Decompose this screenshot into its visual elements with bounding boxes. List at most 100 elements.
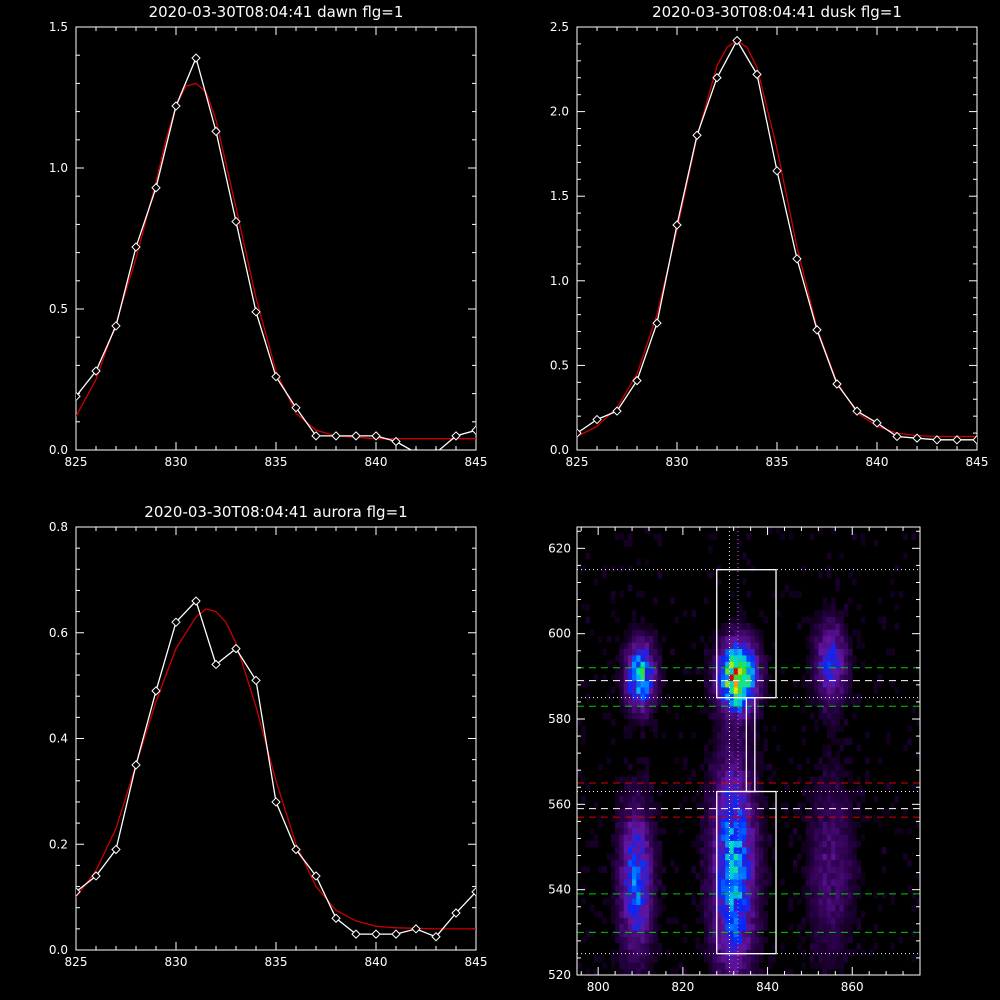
heatmap-cell (754, 968, 760, 975)
heatmap-cell (818, 757, 823, 765)
heatmap-cell (682, 923, 688, 931)
heatmap-cell (890, 578, 895, 585)
heatmap-cell (814, 962, 819, 969)
heatmap-cell (699, 949, 705, 957)
heatmap-cell (822, 667, 828, 675)
heatmap-cell (746, 533, 751, 541)
heatmap-cell (746, 802, 751, 809)
heatmap-cell (712, 674, 718, 681)
heatmap-cell (737, 776, 743, 784)
heatmap-cell (737, 955, 743, 963)
heatmap-cell (708, 533, 713, 541)
heatmap-cell (835, 674, 840, 681)
heatmap-cell (818, 712, 823, 720)
heatmap-cell (704, 923, 709, 931)
heatmap-cell (632, 655, 637, 662)
heatmap-cell (843, 930, 849, 937)
heatmap-cell (712, 712, 718, 720)
heatmap-cell (610, 866, 616, 873)
heatmap-cell (809, 853, 815, 861)
heatmap-cell (606, 661, 612, 669)
heatmap-cell (818, 949, 823, 957)
heatmap-cell (843, 680, 849, 688)
heatmap-cell (873, 891, 878, 899)
fit-line (577, 39, 977, 438)
heatmap-cell (750, 667, 756, 675)
heatmap-cell (725, 955, 730, 963)
heatmap-cell (894, 603, 900, 611)
heatmap-cell (640, 840, 646, 848)
heatmap-cell (759, 610, 764, 617)
heatmap-cell (636, 949, 641, 957)
heatmap-cell (708, 840, 713, 848)
heatmap-cell (737, 751, 743, 758)
heatmap-cell (585, 866, 591, 873)
heatmap-cell (649, 642, 654, 649)
heatmap-cell (848, 923, 853, 931)
heatmap-cell (805, 821, 811, 829)
heatmap-cell (826, 731, 832, 739)
heatmap-cell (733, 866, 739, 873)
heatmap-cell (818, 891, 823, 899)
heatmap-cell (911, 891, 917, 899)
heatmap-cell (598, 955, 603, 963)
heatmap-cell (632, 789, 637, 797)
heatmap-cell (640, 731, 646, 739)
heatmap-cell (835, 751, 840, 758)
heatmap-cell (835, 712, 840, 720)
heatmap-cell (831, 795, 836, 803)
heatmap-cell (636, 955, 641, 963)
heatmap-cell (640, 642, 646, 649)
heatmap-cell (843, 808, 849, 816)
heatmap-cell (721, 808, 726, 816)
heatmap-cell (746, 853, 751, 861)
heatmap-cell (619, 687, 624, 694)
heatmap-cell (636, 802, 641, 809)
heatmap-cell (822, 661, 828, 669)
heatmap-cell (640, 866, 646, 873)
heatmap-cell (623, 872, 629, 880)
heatmap-cell (682, 968, 688, 975)
heatmap-cell (716, 917, 722, 925)
heatmap-cell (763, 738, 768, 745)
heatmap-cell (721, 802, 726, 809)
heatmap-cell (585, 783, 591, 790)
heatmap-cell (805, 693, 811, 701)
heatmap-cell (729, 744, 734, 752)
heatmap-cell (704, 827, 709, 835)
heatmap-cell (716, 962, 722, 969)
heatmap-cell (814, 693, 819, 701)
heatmap-cell (712, 719, 718, 726)
x-tick-label: 830 (666, 455, 689, 469)
heatmap-cell (754, 872, 760, 880)
panel-title-dusk: 2020-03-30T08:04:41 dusk flg=1 (652, 3, 902, 21)
heatmap-cell (615, 533, 620, 541)
heatmap-cell (805, 911, 811, 918)
heatmap-cell (839, 840, 845, 848)
heatmap-cell (695, 802, 701, 809)
heatmap-cell (818, 527, 823, 534)
heatmap-cell (759, 859, 764, 867)
heatmap-cell (606, 635, 612, 643)
heatmap-cell (649, 898, 654, 905)
heatmap-cell (657, 699, 663, 707)
heatmap-cell (826, 648, 832, 656)
heatmap-cell (644, 712, 650, 720)
heatmap-cell (674, 757, 679, 765)
heatmap-cell (721, 783, 726, 790)
heatmap-cell (598, 911, 603, 918)
heatmap-cell (809, 687, 815, 694)
heatmap-cell (733, 840, 739, 848)
heatmap-cell (644, 911, 650, 918)
heatmap-cell (737, 872, 743, 880)
heatmap-cell (881, 808, 887, 816)
heatmap-cell (649, 808, 654, 816)
heatmap-cell (826, 687, 832, 694)
heatmap-cell (716, 661, 722, 669)
heatmap-cell (763, 827, 768, 835)
heatmap-cell (826, 565, 832, 573)
heatmap-cell (704, 795, 709, 803)
heatmap-cell (737, 667, 743, 675)
heatmap-cell (619, 699, 624, 707)
